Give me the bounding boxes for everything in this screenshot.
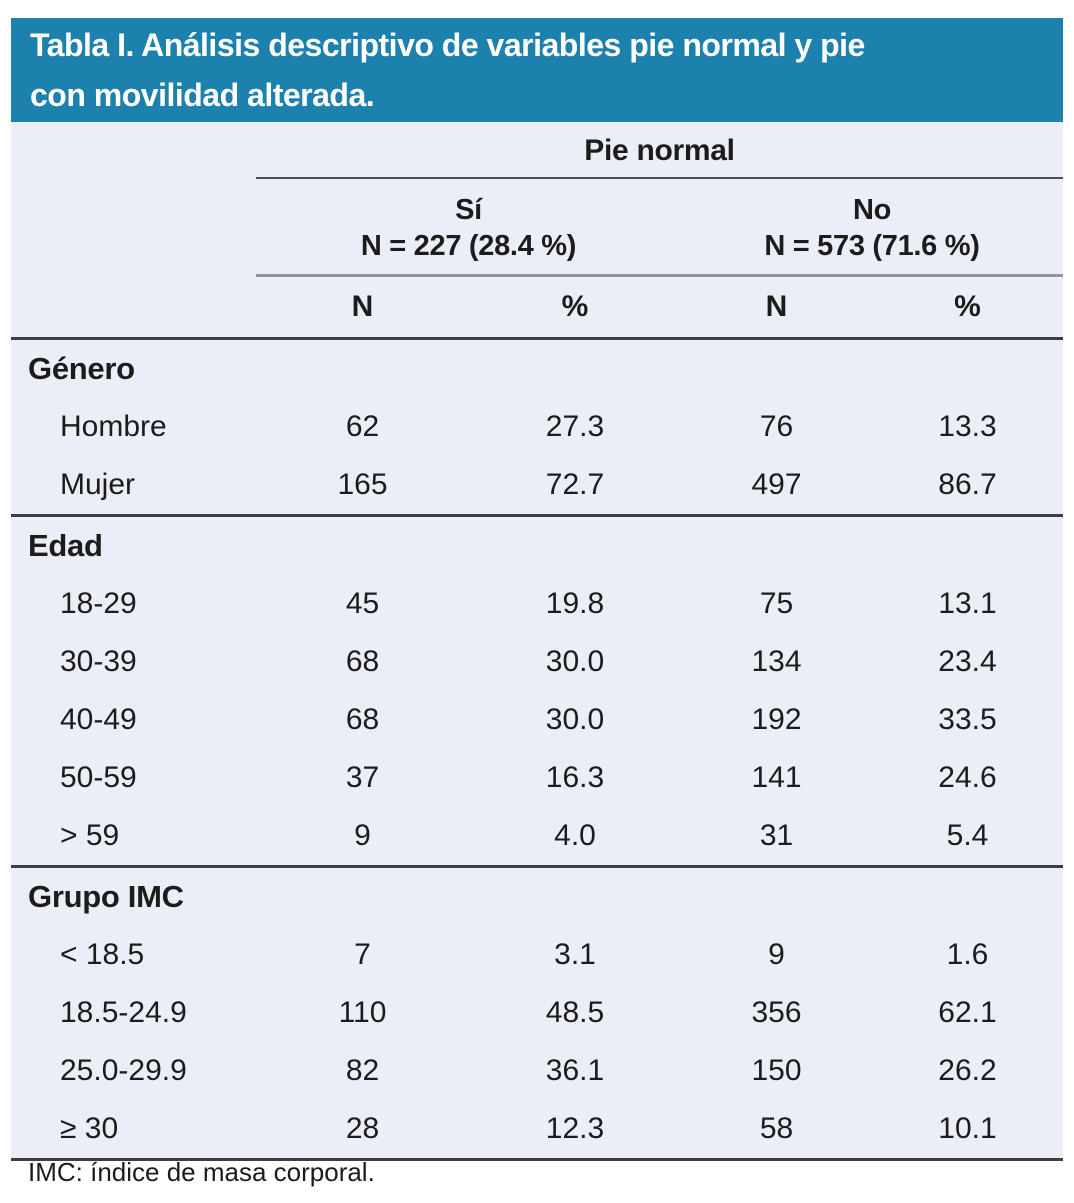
table-cell: 68 (345, 703, 380, 736)
table-cell: 497 (751, 468, 802, 501)
table-cell: 24.6 (938, 761, 997, 794)
row-label: < 18.5 (60, 938, 145, 971)
table-cell: 68 (345, 645, 380, 678)
table-cell: 9 (768, 938, 785, 971)
table-cell: 13.1 (938, 587, 997, 620)
table-cell: 16.3 (545, 761, 605, 794)
table-title-line-1: Tabla I. Análisis descriptivo de variabl… (30, 27, 865, 63)
table-cell: 13.3 (938, 410, 997, 443)
group-header-rule (256, 177, 1063, 179)
section-header-row: Edad (11, 517, 1063, 575)
table-cell: 4.0 (554, 819, 596, 852)
section-title: Grupo IMC (28, 879, 184, 914)
table-cell: 36.1 (545, 1054, 605, 1087)
row-label: 50-59 (60, 761, 137, 794)
row-label: 18.5-24.9 (60, 996, 187, 1029)
data-table: Pie normal Sí N = 227 (28.4 %) No N = 57… (11, 122, 1063, 1161)
table-cell: 110 (338, 996, 387, 1029)
table-cell: 3.1 (554, 938, 596, 971)
table-row: > 59 9 4.0 31 5.4 (11, 807, 1063, 865)
table-title-banner: Tabla I. Análisis descriptivo de variabl… (11, 18, 1063, 122)
table-row: < 18.5 7 3.1 9 1.6 (11, 926, 1063, 984)
table-row: 50-59 37 16.3 141 24.6 (11, 749, 1063, 807)
table-cell: 76 (759, 410, 794, 443)
group-header-row: Pie normal (11, 122, 1063, 179)
col-header-pct-no: % (954, 290, 981, 323)
row-label: > 59 (60, 819, 120, 852)
table-cell: 26.2 (938, 1054, 997, 1087)
table-section: Grupo IMC < 18.5 7 3.1 9 1.6 18.5-24.9 110 48.5 3… (11, 868, 1063, 1161)
subgroup-no: No N = 573 (71.6 %) (681, 192, 1063, 264)
section-header-row: Grupo IMC (11, 868, 1063, 926)
table-row: 18.5-24.9 110 48.5 356 62.1 (11, 984, 1063, 1042)
col-header-n-si: N (351, 290, 374, 323)
table-cell: 37 (345, 761, 380, 794)
table-cell: 75 (759, 587, 794, 620)
table-cell: 1.6 (946, 938, 989, 971)
subgroup-header-row: Sí N = 227 (28.4 %) No N = 573 (71.6 %) (11, 179, 1063, 277)
table-row: Mujer 165 72.7 497 86.7 (11, 456, 1063, 514)
table-cell: 150 (751, 1054, 802, 1087)
subgroup-si-n: N = 227 (28.4 %) (360, 230, 577, 262)
row-label: Mujer (60, 468, 136, 501)
table-cell: 62.1 (938, 996, 997, 1029)
table-cell: 62 (345, 410, 380, 443)
section-title: Edad (28, 528, 103, 563)
table-cell: 19.8 (545, 587, 605, 620)
row-label: 40-49 (60, 703, 137, 736)
table-cell: 48.5 (545, 996, 605, 1029)
table-cell: 141 (751, 761, 802, 794)
table-cell: 7 (354, 938, 371, 971)
table-row: Hombre 62 27.3 76 13.3 (11, 398, 1063, 456)
table-cell: 5.4 (946, 819, 989, 852)
subgroup-si: Sí N = 227 (28.4 %) (256, 192, 681, 264)
table-sections: Género Hombre 62 27.3 76 13.3 Mujer 165 72.7 497 8… (11, 340, 1063, 1161)
table-cell: 192 (751, 703, 802, 736)
table-row: 18-29 45 19.8 75 13.1 (11, 575, 1063, 633)
table-cell: 31 (759, 819, 794, 852)
table-cell: 9 (354, 819, 371, 852)
table-cell: 165 (337, 468, 388, 501)
row-label: Hombre (60, 410, 167, 443)
table-cell: 72.7 (545, 468, 605, 501)
footnote: IMC: índice de masa corporal. (28, 1157, 375, 1187)
table-cell: 356 (751, 996, 802, 1029)
group-header: Pie normal (584, 133, 735, 167)
table-title-line-2: con movilidad alterada. (30, 77, 375, 113)
col-header-pct-si: % (561, 290, 589, 323)
section-title: Género (28, 351, 135, 386)
row-label: 18-29 (60, 587, 137, 620)
subgroup-header-rule (256, 274, 1063, 277)
table-row: 30-39 68 30.0 134 23.4 (11, 633, 1063, 691)
table-cell: 30.0 (545, 703, 605, 736)
table-cell: 12.3 (545, 1112, 605, 1145)
table-cell: 10.1 (938, 1112, 997, 1145)
table-cell: 82 (345, 1054, 380, 1087)
subgroup-si-label: Sí (455, 194, 482, 226)
table-row: ≥ 30 28 12.3 58 10.1 (11, 1100, 1063, 1158)
table-cell: 58 (759, 1112, 794, 1145)
subgroup-no-n: N = 573 (71.6 %) (764, 230, 980, 262)
table-cell: 134 (751, 645, 802, 678)
table-cell: 86.7 (938, 468, 997, 501)
table-row: 40-49 68 30.0 192 33.5 (11, 691, 1063, 749)
table-cell: 45 (345, 587, 380, 620)
table-cell: 23.4 (938, 645, 997, 678)
subgroup-no-label: No (852, 194, 892, 226)
table-cell: 27.3 (545, 410, 605, 443)
table-cell: 28 (345, 1112, 380, 1145)
row-label: 30-39 (60, 645, 137, 678)
section-header-row: Género (11, 340, 1063, 398)
table-cell: 30.0 (545, 645, 605, 678)
table-row: 25.0-29.9 82 36.1 150 26.2 (11, 1042, 1063, 1100)
column-header-row: N % N % (11, 277, 1063, 340)
table-cell: 33.5 (938, 703, 997, 736)
row-label: ≥ 30 (60, 1112, 119, 1145)
row-label: 25.0-29.9 (60, 1054, 187, 1087)
col-header-n-no: N (765, 290, 788, 323)
table-section: Género Hombre 62 27.3 76 13.3 Mujer 165 72.7 497 8… (11, 340, 1063, 517)
table-section: Edad 18-29 45 19.8 75 13.1 30-39 68 30.0 134 23.4 4… (11, 517, 1063, 868)
